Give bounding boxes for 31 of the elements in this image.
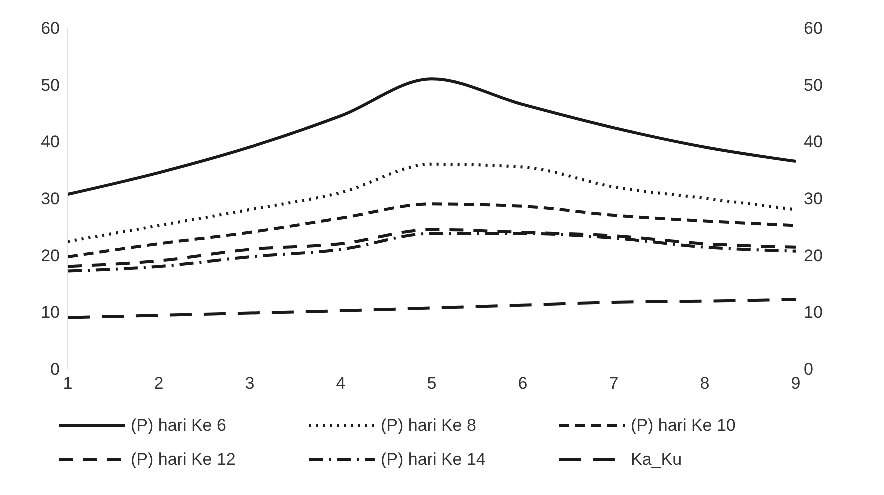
y-tick-label: 60 (41, 19, 60, 38)
y2-tick-label: 20 (804, 246, 823, 266)
x-tick-label: 3 (245, 374, 255, 394)
y-tick-label: 30 (41, 190, 60, 209)
legend-label: (P) hari Ke 12 (131, 450, 236, 470)
legend-label: Ka_Ku (631, 450, 682, 470)
line-series (66, 78, 798, 196)
y2-tick-label: 10 (804, 303, 823, 322)
y-tick-label: 40 (41, 132, 60, 152)
x-tick-label: 7 (609, 374, 619, 394)
x-tick-label: 9 (791, 374, 801, 394)
y-tick-label: 10 (41, 303, 60, 322)
y2-tick-label: 50 (804, 76, 823, 95)
x-tick-label: 4 (336, 374, 346, 394)
y-tick-label: 0 (50, 360, 60, 380)
y-tick-label: 50 (41, 76, 60, 95)
legend-label: (P) hari Ke 10 (631, 416, 736, 436)
y-tick-label: 20 (41, 246, 60, 266)
x-tick-label: 5 (427, 374, 437, 394)
y2-tick-label: 60 (804, 19, 823, 38)
x-tick-label: 2 (154, 374, 164, 394)
line-series (66, 298, 798, 320)
y2-tick-label: 40 (804, 132, 823, 152)
y2-tick-label: 30 (804, 190, 823, 209)
x-tick-label: 8 (700, 374, 710, 394)
legend-label: (P) hari Ke 6 (131, 416, 226, 436)
legend-label: (P) hari Ke 14 (381, 450, 486, 470)
x-tick-label: 6 (518, 374, 528, 394)
y2-tick-label: 0 (804, 360, 814, 380)
x-tick-label: 1 (63, 374, 73, 394)
legend-label: (P) hari Ke 8 (381, 416, 476, 436)
